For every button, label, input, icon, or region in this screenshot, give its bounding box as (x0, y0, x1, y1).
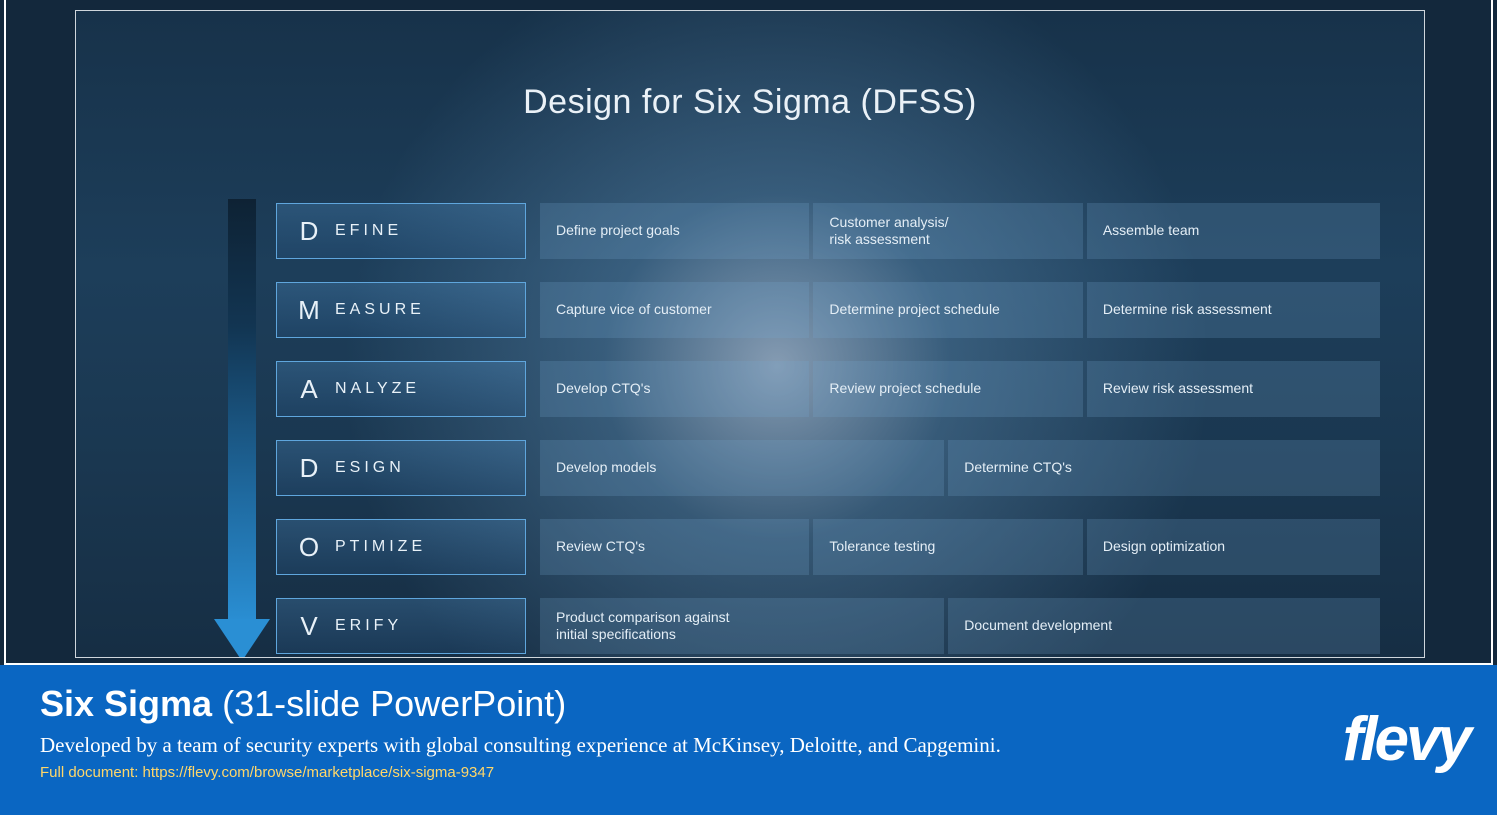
task-box: Product comparison against initial speci… (540, 598, 944, 654)
phase-box: DEFINE (276, 203, 526, 259)
phase-row: MEASURECapture vice of customerDetermine… (276, 282, 1376, 338)
phase-letter: M (277, 295, 335, 326)
task-box: Design optimization (1087, 519, 1380, 575)
slide-title: Design for Six Sigma (DFSS) (76, 83, 1424, 122)
phase-box: ANALYZE (276, 361, 526, 417)
phase-row: OPTIMIZEReview CTQ'sTolerance testingDes… (276, 519, 1376, 575)
task-list: Develop CTQ'sReview project scheduleRevi… (540, 361, 1380, 417)
task-list: Capture vice of customerDetermine projec… (540, 282, 1380, 338)
flevy-logo[interactable]: flevy (1343, 709, 1469, 771)
chrome-right (1491, 0, 1493, 665)
phase-row: VERIFYProduct comparison against initial… (276, 598, 1376, 654)
phase-box: DESIGN (276, 440, 526, 496)
task-box: Develop models (540, 440, 944, 496)
footer-link-prefix: Full document: (40, 764, 143, 781)
phase-letter: D (277, 216, 335, 247)
task-box: Review project schedule (813, 361, 1082, 417)
task-box: Review risk assessment (1087, 361, 1380, 417)
phase-row: DEFINEDefine project goalsCustomer analy… (276, 203, 1376, 259)
task-box: Assemble team (1087, 203, 1380, 259)
page: Design for Six Sigma (DFSS) DEFINEDefine… (0, 0, 1497, 815)
phase-rest: PTIMIZE (335, 538, 426, 556)
footer-title: Six Sigma (31-slide PowerPoint) (40, 683, 1465, 725)
phase-row: ANALYZEDevelop CTQ'sReview project sched… (276, 361, 1376, 417)
phase-rest: ESIGN (335, 459, 405, 477)
task-list: Review CTQ'sTolerance testingDesign opti… (540, 519, 1380, 575)
phase-rest: NALYZE (335, 380, 420, 398)
task-box: Review CTQ's (540, 519, 809, 575)
task-box: Customer analysis/ risk assessment (813, 203, 1082, 259)
phase-rows: DEFINEDefine project goalsCustomer analy… (276, 203, 1376, 658)
flow-arrow (214, 199, 270, 658)
phase-rest: EFINE (335, 222, 402, 240)
phase-box: MEASURE (276, 282, 526, 338)
task-box: Develop CTQ's (540, 361, 809, 417)
phase-box: VERIFY (276, 598, 526, 654)
task-box: Determine CTQ's (948, 440, 1380, 496)
footer-title-rest: (31-slide PowerPoint) (212, 683, 566, 724)
task-box: Document development (948, 598, 1380, 654)
arrow-head-icon (214, 619, 270, 658)
chrome-left (4, 0, 6, 665)
footer-title-bold: Six Sigma (40, 683, 212, 724)
phase-rest: EASURE (335, 301, 425, 319)
task-box: Capture vice of customer (540, 282, 809, 338)
phase-letter: V (277, 611, 335, 642)
phase-rest: ERIFY (335, 617, 402, 635)
task-box: Define project goals (540, 203, 809, 259)
phase-letter: O (277, 532, 335, 563)
arrow-shaft (228, 199, 256, 624)
task-list: Product comparison against initial speci… (540, 598, 1380, 654)
phase-row: DESIGNDevelop modelsDetermine CTQ's (276, 440, 1376, 496)
footer-subtitle: Developed by a team of security experts … (40, 733, 1465, 758)
phase-letter: D (277, 453, 335, 484)
task-box: Determine project schedule (813, 282, 1082, 338)
task-list: Develop modelsDetermine CTQ's (540, 440, 1380, 496)
phase-letter: A (277, 374, 335, 405)
task-box: Tolerance testing (813, 519, 1082, 575)
task-list: Define project goalsCustomer analysis/ r… (540, 203, 1380, 259)
task-box: Determine risk assessment (1087, 282, 1380, 338)
phase-box: OPTIMIZE (276, 519, 526, 575)
slide-frame: Design for Six Sigma (DFSS) DEFINEDefine… (75, 10, 1425, 658)
footer-bar: Six Sigma (31-slide PowerPoint) Develope… (0, 665, 1497, 815)
footer-link-url: https://flevy.com/browse/marketplace/six… (143, 764, 495, 781)
footer-link[interactable]: Full document: https://flevy.com/browse/… (40, 764, 1465, 781)
